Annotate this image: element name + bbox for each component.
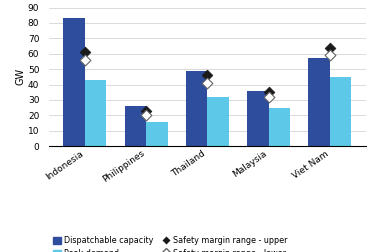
- Bar: [146, 121, 167, 146]
- Bar: [186, 71, 207, 146]
- Point: [82, 58, 88, 62]
- Y-axis label: GW: GW: [15, 68, 25, 85]
- Legend: Dispatchable capacity, Peak demand, Safety margin range - upper, Safety margin r: Dispatchable capacity, Peak demand, Safe…: [53, 236, 288, 252]
- Bar: [125, 106, 146, 146]
- Bar: [85, 80, 106, 146]
- Point: [265, 95, 271, 99]
- Point: [265, 90, 271, 94]
- Bar: [268, 108, 290, 146]
- Bar: [330, 77, 351, 146]
- Point: [204, 81, 210, 85]
- Point: [204, 73, 210, 77]
- Point: [327, 46, 333, 50]
- Bar: [63, 18, 85, 146]
- Point: [143, 109, 149, 113]
- Bar: [207, 97, 229, 146]
- Point: [327, 53, 333, 57]
- Bar: [247, 91, 268, 146]
- Point: [143, 113, 149, 117]
- Bar: [308, 58, 330, 146]
- Point: [82, 50, 88, 54]
